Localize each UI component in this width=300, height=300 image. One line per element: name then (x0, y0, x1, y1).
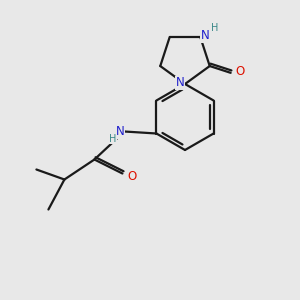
Text: N: N (201, 29, 210, 43)
Text: N: N (176, 76, 184, 89)
Text: H: H (109, 134, 116, 143)
Text: N: N (116, 125, 125, 138)
Text: O: O (128, 170, 137, 183)
Text: O: O (235, 65, 244, 78)
Text: H: H (211, 23, 218, 33)
